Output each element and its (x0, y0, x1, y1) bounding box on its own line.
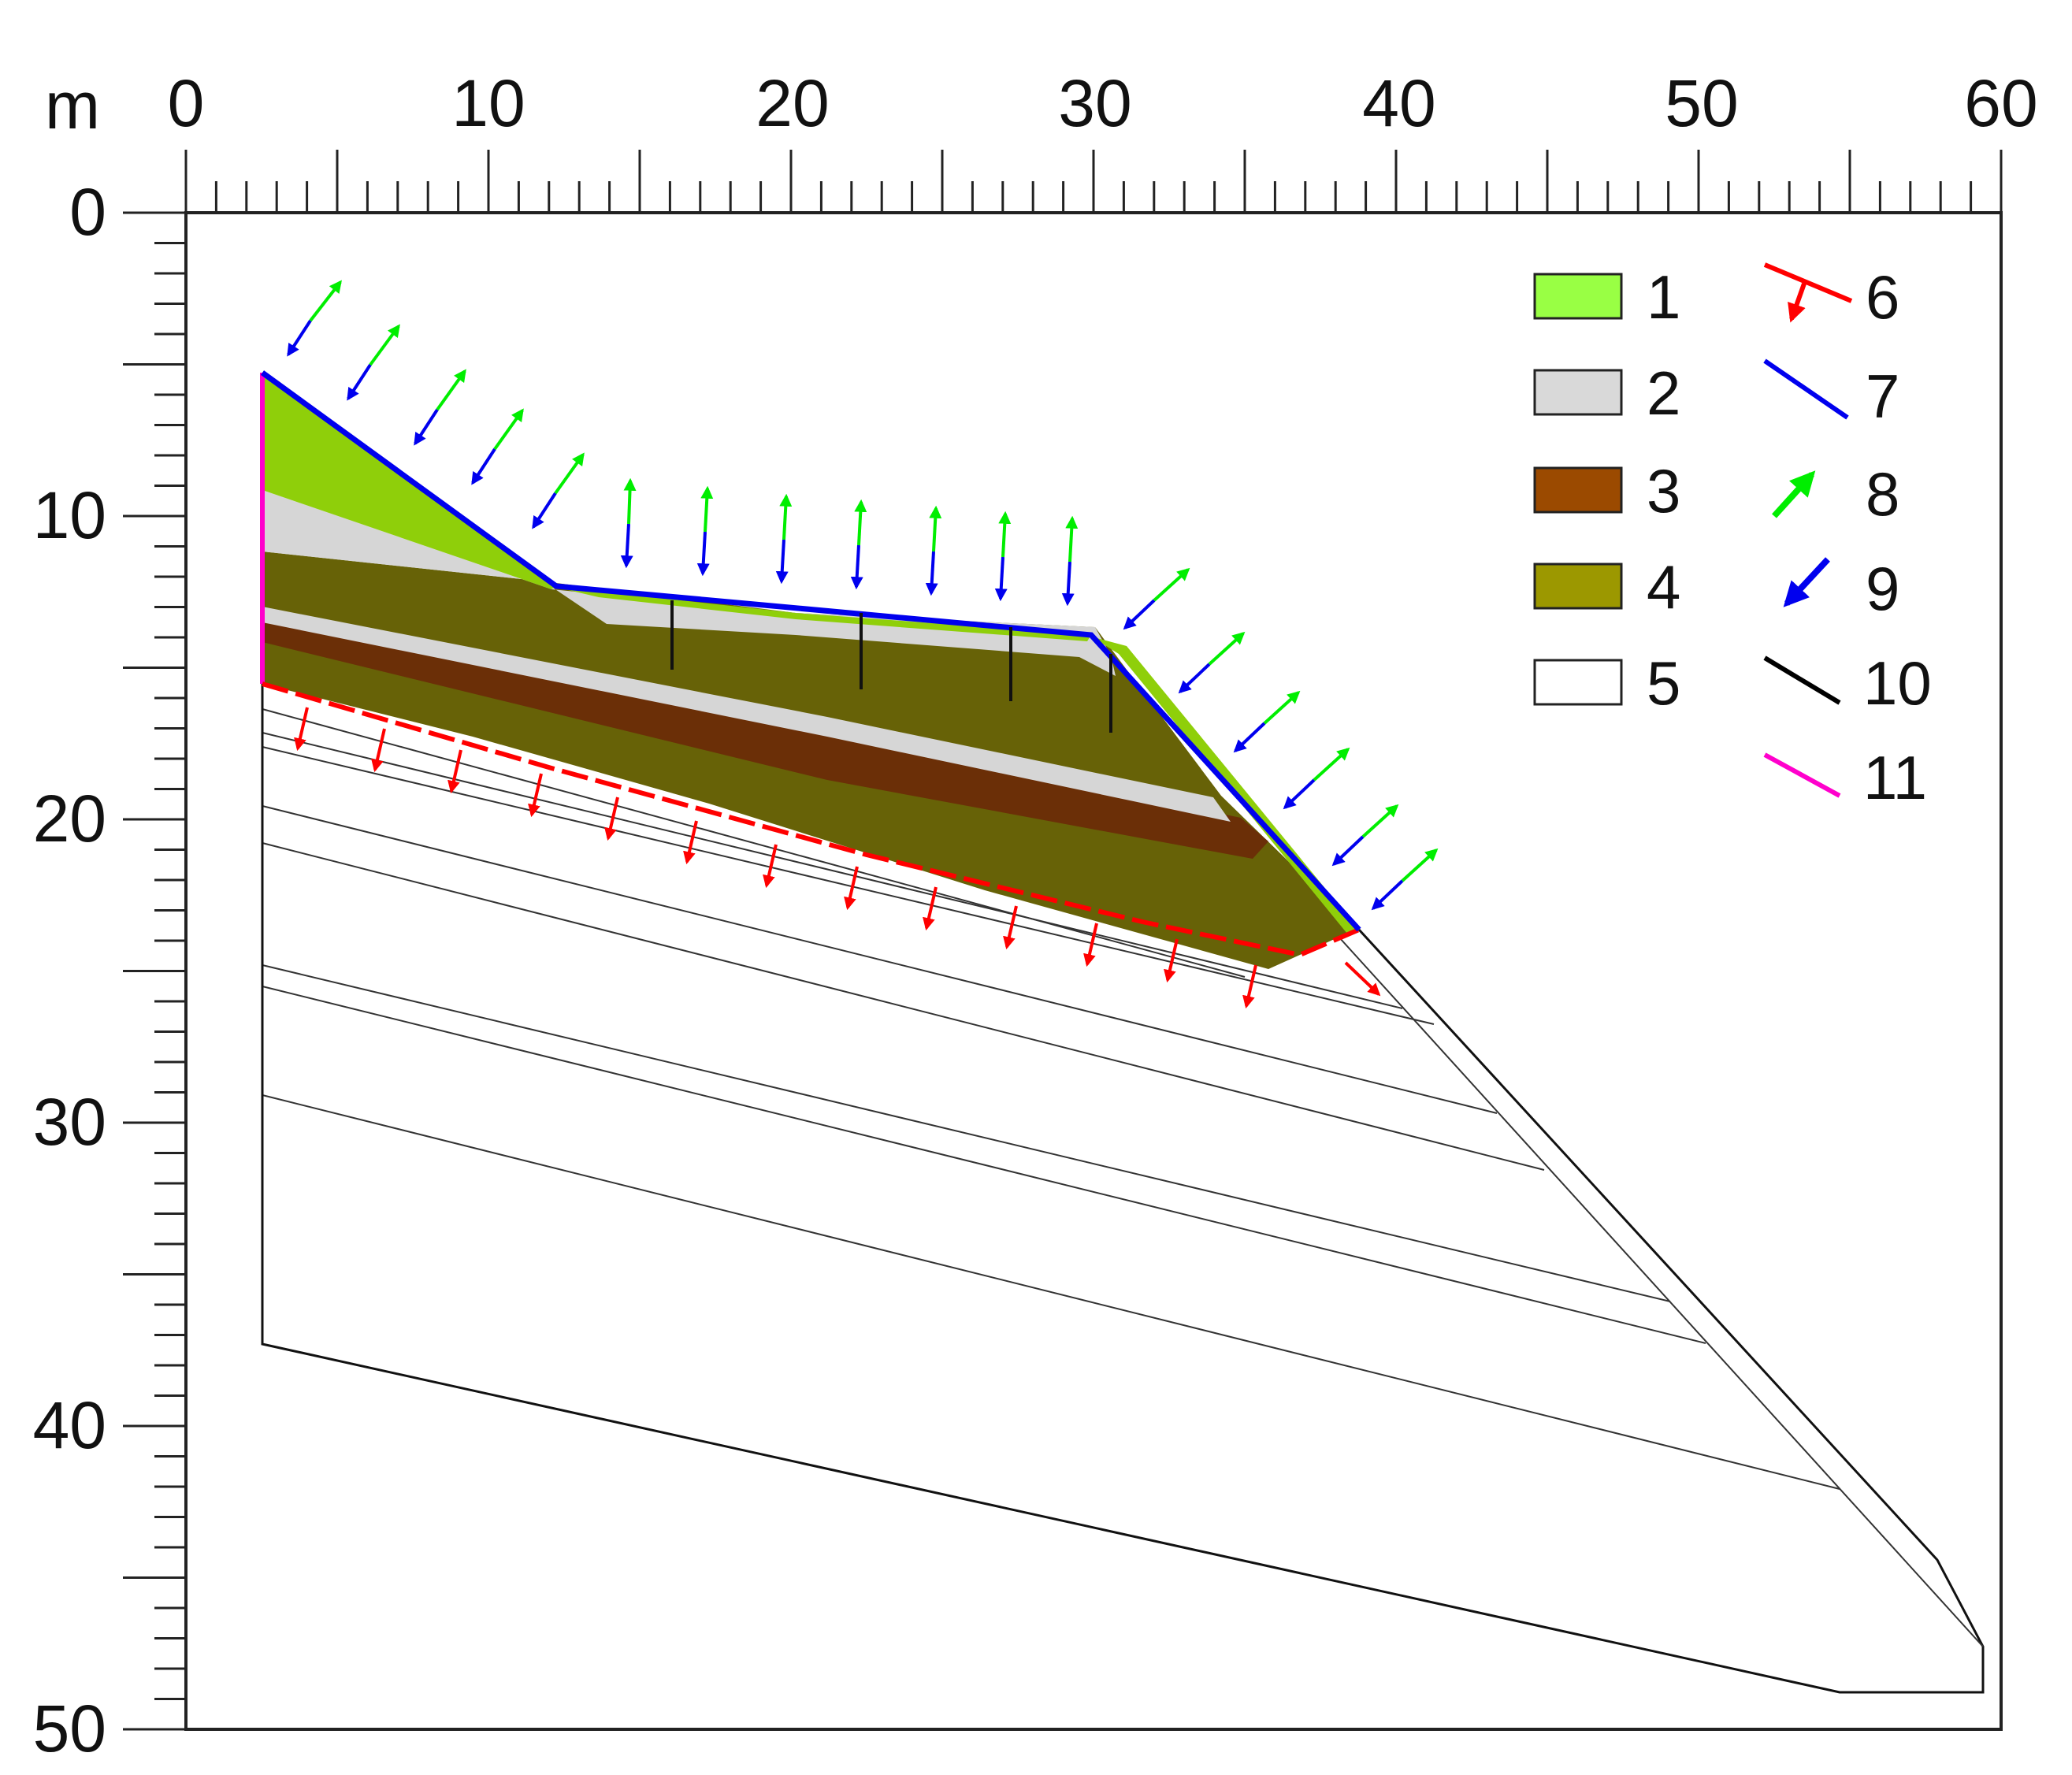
inner-slope-line (1339, 937, 1984, 1647)
bedding-line (262, 708, 1246, 978)
legend-label-5: 5 (1647, 648, 1680, 718)
legend-swatch-3 (1533, 466, 1623, 514)
legend-label-10: 10 (1863, 648, 1932, 718)
legend-swatch-1 (1533, 273, 1623, 320)
double-arrow (1061, 515, 1079, 607)
x-tick-label: 40 (1362, 66, 1435, 140)
surface-arrows (287, 280, 1439, 911)
sliding-direction-arrows (294, 707, 1381, 1009)
double-arrow (620, 477, 637, 569)
axis-unit-label: m (45, 69, 100, 143)
layer-3-band (262, 618, 1268, 859)
red-arrow (923, 886, 938, 931)
legend-symbol-6 (1763, 262, 1853, 323)
legend-label-8: 8 (1866, 459, 1899, 529)
model-outline (261, 684, 1985, 1694)
double-arrow (1283, 747, 1350, 810)
sliding-surface-line (262, 681, 1361, 958)
legend-swatch-4 (1533, 563, 1623, 610)
legend-label-9: 9 (1866, 554, 1899, 623)
legend-symbol-10 (1763, 655, 1841, 705)
y-axis-ticks (123, 211, 186, 1731)
y-tick-label: 40 (33, 1388, 106, 1462)
legend-label-1: 1 (1647, 262, 1680, 332)
red-arrow (1242, 964, 1257, 1009)
double-arrow (1371, 848, 1439, 911)
double-arrow (1233, 690, 1301, 753)
legend-symbol-8 (1772, 470, 1816, 518)
double-arrow (414, 369, 466, 446)
legend-label-4: 4 (1647, 552, 1680, 622)
double-arrow (532, 452, 585, 529)
double-arrow (1331, 804, 1399, 867)
double-arrow (775, 493, 793, 585)
legend-symbol-11 (1763, 752, 1841, 798)
legend: 1 2 3 4 5 6 7 8 9 10 11 (1533, 262, 1932, 812)
legend-label-11: 11 (1863, 743, 1927, 812)
red-arrow (294, 707, 309, 752)
bedding-line (262, 1094, 1840, 1490)
plot-frame (184, 211, 2003, 1731)
bedding-line (262, 986, 1706, 1344)
double-arrow (1178, 631, 1246, 694)
red-arrow (844, 866, 859, 911)
x-tick-label: 50 (1665, 66, 1738, 140)
double-arrow (925, 505, 942, 596)
legend-swatch-2 (1533, 369, 1623, 416)
red-arrow (683, 820, 698, 865)
legend-symbol-9 (1783, 557, 1830, 607)
y-tick-label: 0 (69, 175, 106, 249)
ground-surface-line (260, 370, 1361, 932)
y-axis-labels: 0 10 20 30 40 50 (33, 175, 106, 1766)
red-arrow (1083, 923, 1098, 967)
legend-swatch-5 (1533, 659, 1623, 706)
red-arrow (528, 773, 543, 818)
red-arrow (1344, 961, 1381, 997)
red-arrow (371, 728, 386, 773)
bedding-line (262, 732, 1403, 1009)
red-arrow (1003, 905, 1018, 950)
red-arrow (447, 749, 462, 794)
bedding-line (262, 842, 1545, 1171)
y-tick-label: 30 (33, 1085, 106, 1159)
x-tick-label: 20 (756, 66, 829, 140)
crack-markers (670, 600, 1112, 733)
x-tick-label: 10 (451, 66, 525, 140)
bedding-line (262, 964, 1671, 1302)
legend-label-3: 3 (1647, 456, 1680, 525)
legend-label-7: 7 (1866, 362, 1899, 431)
double-arrow (471, 408, 524, 485)
red-arrow (763, 844, 778, 889)
double-arrow (850, 499, 867, 590)
red-arrow (604, 797, 619, 841)
y-tick-label: 50 (33, 1691, 106, 1766)
double-arrow (287, 280, 342, 357)
double-arrow (1123, 567, 1190, 630)
x-tick-label: 0 (168, 66, 205, 140)
legend-symbol-7 (1763, 358, 1849, 420)
double-arrow (696, 485, 714, 577)
red-arrow (1164, 938, 1179, 983)
y-tick-label: 20 (33, 782, 106, 856)
layer-1-strip-top (551, 586, 1091, 641)
legend-label-6: 6 (1866, 262, 1899, 332)
y-tick-label: 10 (33, 478, 106, 552)
x-axis-ticks (184, 150, 2003, 213)
x-tick-label: 30 (1058, 66, 1131, 140)
bedding-line (262, 805, 1498, 1114)
legend-label-2: 2 (1647, 358, 1680, 428)
double-arrow (347, 324, 400, 401)
double-arrow (994, 511, 1012, 602)
x-tick-label: 60 (1964, 66, 2037, 140)
x-axis-labels: 0 10 20 30 40 50 60 (168, 66, 2038, 140)
layer-2-band-upper (262, 490, 1116, 676)
layer-2-band-lower (262, 607, 1231, 822)
